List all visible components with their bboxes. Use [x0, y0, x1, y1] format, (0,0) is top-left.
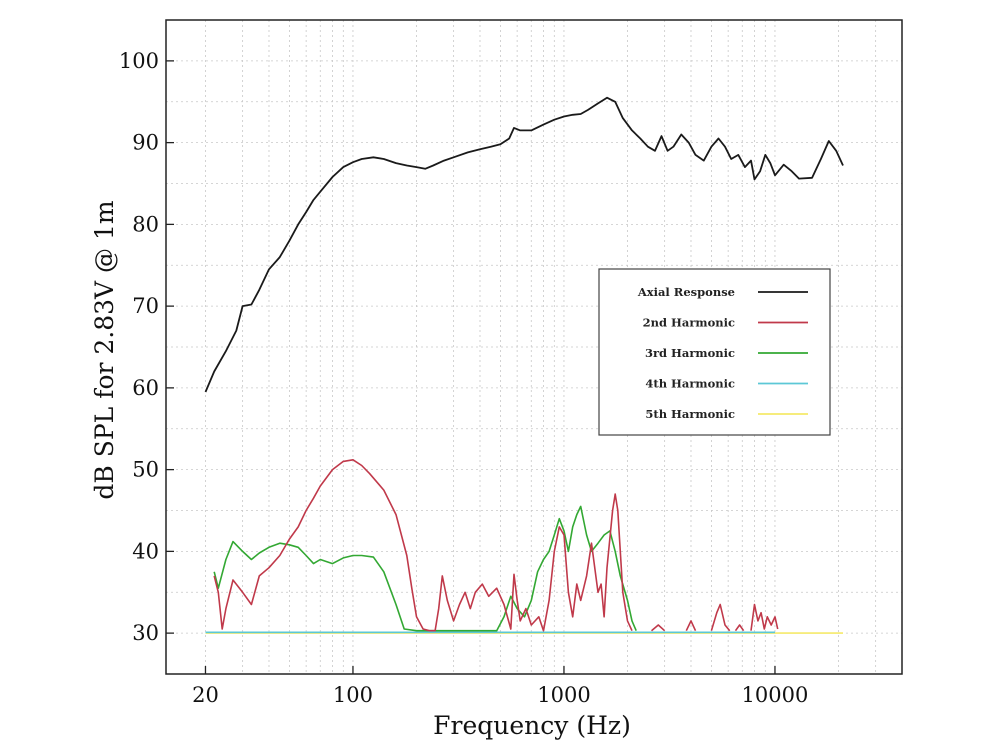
series-line-2nd-harmonic-segment	[685, 620, 697, 632]
legend-label: 2nd Harmonic	[643, 316, 735, 330]
x-tick-label: 100	[333, 683, 373, 707]
y-tick-label: 50	[132, 458, 159, 482]
series-line-2nd-harmonic-segment	[710, 603, 731, 632]
legend-box	[598, 268, 831, 436]
series-line-2nd-harmonic-segment	[750, 603, 779, 631]
y-tick-label: 40	[132, 539, 159, 563]
legend-label: 3rd Harmonic	[645, 346, 735, 360]
series-line-3rd-harmonic	[213, 505, 637, 632]
series-line-2nd-harmonic	[213, 459, 633, 632]
y-tick-label: 80	[132, 212, 159, 236]
x-tick-label: 20	[192, 683, 219, 707]
y-tick-label: 90	[132, 131, 159, 155]
y-tick-label: 100	[119, 49, 159, 73]
legend-label: 5th Harmonic	[645, 407, 735, 421]
series-line-2nd-harmonic-segment	[650, 624, 666, 632]
plot-frame	[165, 19, 903, 675]
series-line-axial-response	[204, 96, 844, 393]
series-lines	[204, 96, 844, 634]
series-line-2nd-harmonic-segment	[734, 624, 745, 632]
x-axis-title: Frequency (Hz)	[433, 711, 631, 740]
axis-ticks: 30 40 50 60 70 80 90 100 20 100 1000 10000	[119, 49, 808, 707]
y-axis-title: dB SPL for 2.83V @ 1m	[90, 200, 119, 500]
y-tick-label: 70	[132, 294, 159, 318]
legend: Axial Response 2nd Harmonic 3rd Harmonic 4t…	[598, 268, 831, 436]
y-tick-label: 60	[132, 376, 159, 400]
y-tick-label: 30	[132, 621, 159, 645]
x-tick-label: 1000	[537, 683, 590, 707]
x-tick-label: 10000	[742, 683, 809, 707]
legend-label: Axial Response	[637, 285, 735, 299]
legend-label: 4th Harmonic	[645, 377, 735, 391]
